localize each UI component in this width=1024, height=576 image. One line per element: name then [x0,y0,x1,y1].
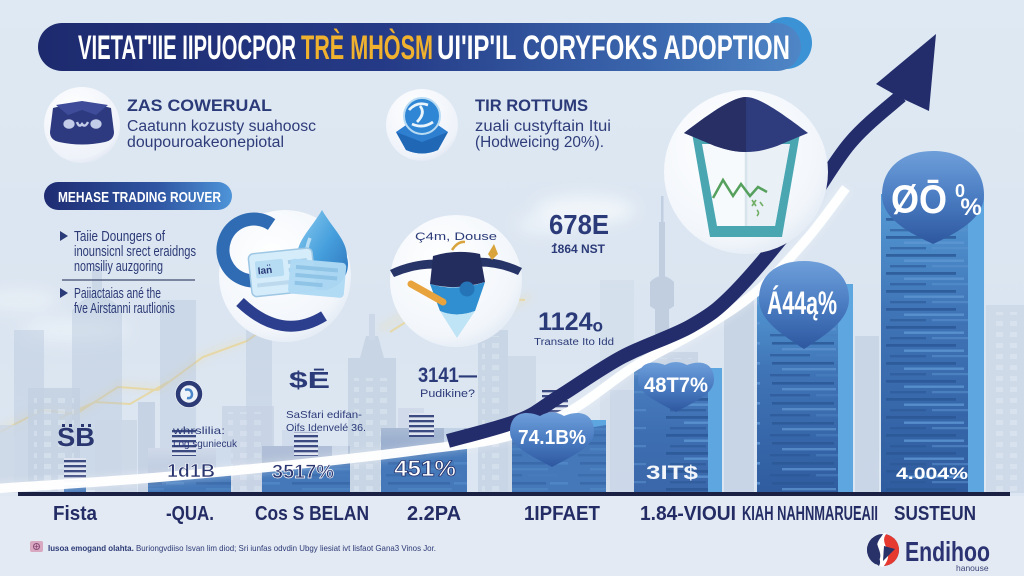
svg-text:Endihoo: Endihoo [905,536,990,567]
svg-text:ØŌ: ØŌ [891,178,947,222]
svg-text:Ç4m, Douse: Ç4m, Douse [415,231,497,243]
svg-text:Cos S BELAN: Cos S BELAN [255,503,369,525]
svg-text:zuali custyftain Itui: zuali custyftain Itui [475,118,611,135]
svg-text:whrslilia:: whrslilia: [172,425,225,437]
svg-text:Fista: Fista [53,503,98,525]
svg-text:$Ē: $Ē [289,367,330,393]
svg-text:¸: ¸ [553,230,558,247]
svg-text:nomsiliy auzgoring: nomsiliy auzgoring [74,259,163,275]
svg-text:VIETAT'IIE IIPUOCPOR: VIETAT'IIE IIPUOCPOR [78,29,296,67]
svg-text:451%: 451% [394,456,456,481]
svg-text:Á44ą%: Á44ą% [767,285,837,321]
svg-text:Pudikine?: Pudikine? [420,388,475,400]
svg-text:4.004%: 4.004% [896,465,968,483]
svg-text:678E: 678E [549,209,609,240]
svg-text:Paiiactaias ané the: Paiiactaias ané the [74,286,161,302]
svg-text:Taiie Doungers of: Taiie Doungers of [74,229,166,245]
svg-text:(Hodweicing 20%).: (Hodweicing 20%). [475,134,604,151]
svg-text:inounsicnl srect eraidngs: inounsicnl srect eraidngs [74,244,196,260]
svg-text:1864 NST: 1864 NST [551,242,606,256]
svg-text:KIAH NAHNMARUEAII: KIAH NAHNMARUEAII [742,503,878,525]
svg-text:0: 0 [955,181,965,201]
svg-text:TIR ROTTUMS: TIR ROTTUMS [475,96,588,115]
svg-text:74.1B%: 74.1B% [518,427,586,449]
svg-text:1d1B: 1d1B [167,461,215,481]
svg-text:1.84-VIOUI: 1.84-VIOUI [640,503,736,525]
svg-text:doupouroakeonepiotal: doupouroakeonepiotal [127,134,284,151]
svg-text:3517%: 3517% [272,462,334,483]
svg-text:48T7%: 48T7% [644,374,708,397]
svg-text:Log sguniecuk: Log sguniecuk [173,438,238,450]
svg-text:3141—: 3141— [418,364,477,387]
svg-text:Ian̈: Ian̈ [257,262,273,277]
svg-text:%: % [960,194,981,221]
svg-text:1124ₒ: 1124ₒ [538,308,603,336]
svg-text:Iusoa emogand olahta. Buriongv: Iusoa emogand olahta. Buriongvdiiso Isva… [48,543,436,553]
svg-text:2.2PA: 2.2PA [407,503,461,525]
svg-text:Transate Ito Idd: Transate Ito Idd [534,337,614,348]
svg-text:SUSTEUN: SUSTEUN [894,503,976,525]
svg-text:SaSfari edifan-: SaSfari edifan- [286,409,363,421]
svg-text:ZAS COWERUAL: ZAS COWERUAL [127,96,272,115]
svg-text:TRÈ MHÒSM: TRÈ MHÒSM [301,29,433,67]
svg-text:-QUA.: -QUA. [166,503,214,525]
svg-text:hanouse: hanouse [956,563,989,573]
svg-text:fve Airstanni rautlionis: fve Airstanni rautlionis [74,301,175,317]
svg-text:1IPFAET: 1IPFAET [524,503,600,525]
svg-text:UI'IP'IL CORYFOKS ADOPTION: UI'IP'IL CORYFOKS ADOPTION [437,29,790,67]
svg-text:3IT$: 3IT$ [646,463,699,484]
svg-text:Oifs Idenvelé 36.: Oifs Idenvelé 36. [286,422,366,434]
svg-text:MEHASE TRADING ROUVER: MEHASE TRADING ROUVER [58,189,221,206]
svg-text:Caatunn kozusty suahoosc: Caatunn kozusty suahoosc [127,118,316,135]
